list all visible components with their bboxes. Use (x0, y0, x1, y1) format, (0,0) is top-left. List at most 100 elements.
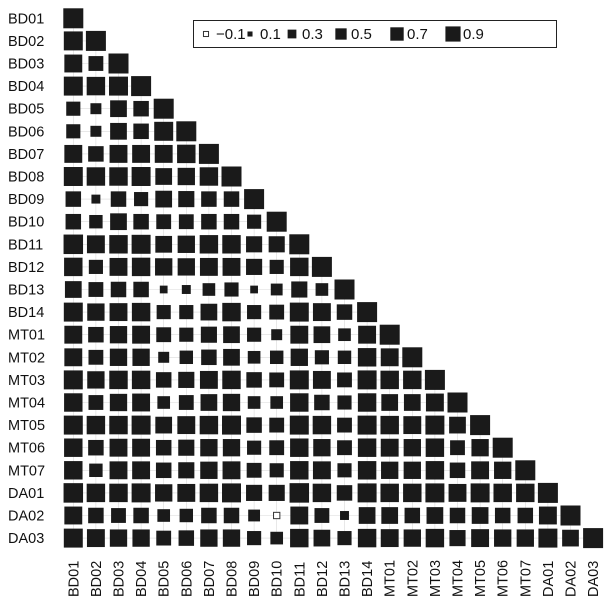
cell-MT03-BD07 (199, 370, 218, 389)
cell-DA02-BD07 (201, 507, 217, 524)
cell-MT05-BD14 (357, 415, 377, 435)
cell-MT04-BD08 (222, 393, 241, 412)
cell-BD03-BD01 (64, 54, 83, 73)
column-label: BD02 (89, 561, 105, 597)
cell-MT03-BD06 (178, 371, 195, 388)
cell-MT07-BD14 (357, 461, 377, 480)
cell-DA01-MT01 (380, 483, 399, 503)
cell-DA03-BD04 (132, 529, 150, 547)
row-label: BD12 (8, 260, 44, 276)
cell-MT03-MT02 (403, 370, 422, 390)
cell-BD11-BD09 (246, 236, 263, 253)
cell-BD14-BD09 (247, 305, 262, 320)
cell-BD07-BD04 (132, 144, 151, 163)
cell-BD08-BD02 (86, 167, 106, 186)
cell-DA03-DA02 (562, 529, 579, 547)
cell-MT04-BD14 (357, 393, 377, 412)
cell-DA01-BD02 (86, 483, 106, 503)
cell-MT06-BD14 (357, 438, 377, 457)
cell-BD09-BD09 (244, 189, 265, 210)
cell-DA02-MT03 (426, 507, 444, 524)
cell-DA02-BD10 (273, 511, 281, 520)
cell-MT06-BD07 (200, 439, 218, 457)
cell-BD13-BD01 (64, 281, 82, 298)
legend-swatch (335, 28, 347, 40)
legend-swatch (247, 31, 253, 37)
legend-swatch (445, 26, 461, 42)
cell-MT06-BD03 (109, 438, 128, 457)
cell-BD08-BD04 (131, 167, 151, 186)
cell-BD04-BD03 (109, 76, 128, 96)
cell-BD11-BD11 (289, 234, 310, 255)
cell-BD05-BD03 (110, 100, 127, 118)
cell-MT04-MT01 (381, 394, 399, 411)
cell-MT01-BD09 (247, 327, 262, 342)
cell-BD14-BD08 (222, 302, 241, 322)
cell-MT05-BD05 (155, 416, 173, 434)
cell-MT01-BD03 (109, 326, 128, 344)
cell-BD11-BD08 (222, 235, 241, 254)
row-label: BD08 (8, 170, 44, 186)
cell-DA03-BD05 (156, 530, 172, 546)
cell-DA02-MT01 (381, 507, 399, 524)
legend: −0.1 0.1 0.3 0.5 0.7 0.9 (193, 20, 557, 48)
cell-BD02-BD01 (63, 31, 83, 51)
row-label: BD03 (8, 57, 44, 73)
cell-MT02-BD05 (158, 351, 170, 363)
cell-MT02-MT02 (402, 347, 423, 368)
cell-BD08-BD07 (199, 167, 219, 186)
cell-MT01-BD05 (156, 327, 172, 343)
row-label: DA03 (8, 531, 44, 547)
column-label: BD09 (247, 561, 263, 597)
cell-MT04-BD03 (109, 393, 128, 412)
cell-MT05-MT04 (449, 416, 466, 434)
cell-MT06-BD02 (88, 439, 104, 456)
cell-MT04-BD12 (314, 394, 330, 411)
cell-BD05-BD01 (66, 101, 81, 116)
cell-DA03-MT05 (471, 529, 490, 548)
cell-layer (63, 8, 604, 549)
cell-BD07-BD07 (198, 143, 219, 164)
row-label: BD01 (8, 11, 44, 27)
column-label: BD12 (315, 561, 331, 597)
column-label: MT01 (383, 560, 399, 597)
cell-MT07-BD11 (290, 461, 309, 480)
cell-DA01-BD09 (246, 484, 263, 501)
cell-BD04-BD01 (63, 76, 83, 96)
cell-DA03-MT07 (516, 529, 534, 547)
legend-label: 0.9 (463, 26, 484, 43)
cell-BD14-BD03 (109, 303, 128, 322)
row-label: MT07 (8, 463, 45, 479)
cell-MT02-BD11 (290, 348, 308, 366)
legend-label: 0.5 (351, 26, 372, 43)
cell-MT01-BD04 (132, 325, 151, 344)
cell-BD08-BD03 (109, 167, 128, 186)
cell-MT05-BD09 (246, 417, 262, 433)
cell-MT07-BD07 (200, 461, 218, 479)
cell-BD08-BD05 (155, 168, 173, 185)
cell-BD12-BD10 (269, 259, 284, 274)
column-label: BD01 (66, 561, 82, 597)
cell-MT04-BD07 (200, 394, 218, 411)
cell-MT06-MT05 (471, 439, 489, 457)
cell-BD09-BD05 (155, 190, 173, 208)
cell-BD08-BD01 (63, 167, 83, 186)
cell-BD14-BD14 (357, 302, 378, 323)
cell-BD12-BD11 (290, 257, 309, 277)
cell-DA01-BD01 (63, 483, 84, 503)
cell-BD11-BD06 (177, 235, 195, 253)
cell-DA02-DA01 (538, 506, 557, 525)
cell-BD06-BD01 (66, 124, 81, 139)
cell-MT06-MT04 (450, 440, 465, 456)
cell-MT03-BD13 (337, 372, 352, 388)
cell-MT06-BD13 (337, 440, 352, 456)
row-label: BD14 (8, 305, 44, 321)
legend-swatch (390, 27, 404, 41)
cell-MT02-BD07 (201, 349, 217, 366)
row-label: BD10 (8, 215, 44, 231)
cell-BD09-BD03 (110, 191, 127, 207)
cell-DA03-BD12 (313, 529, 331, 547)
cell-MT07-MT06 (494, 461, 512, 479)
cell-MT07-BD08 (222, 461, 241, 480)
